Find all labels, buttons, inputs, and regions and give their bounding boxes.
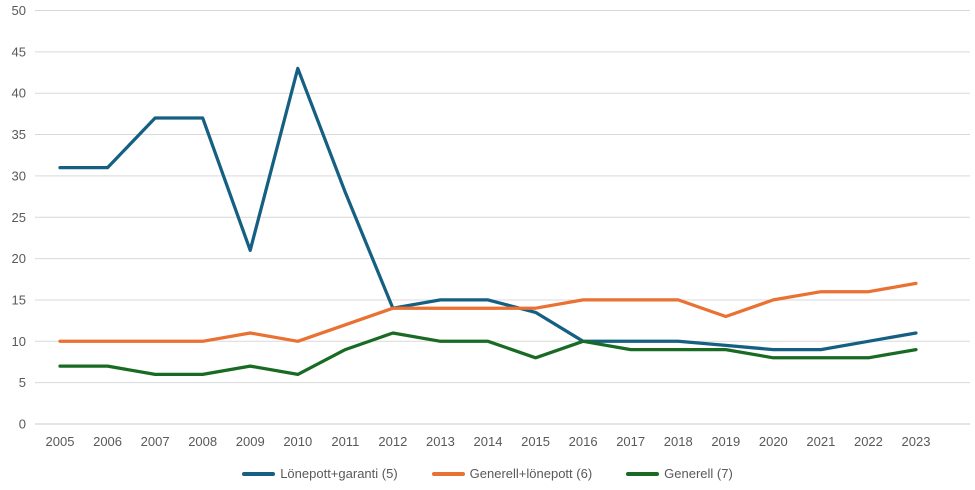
legend-label: Generell+lönepott (6) (469, 466, 593, 481)
y-axis-tick-label: 40 (12, 86, 26, 101)
x-axis-tick-label: 2021 (806, 434, 835, 449)
y-axis-tick-label: 45 (12, 44, 26, 59)
x-axis-tick-label: 2005 (46, 434, 75, 449)
legend-line-swatch (431, 471, 465, 476)
series-line (58, 281, 918, 343)
x-axis-tick-label: 2009 (236, 434, 265, 449)
x-axis-tick-label: 2016 (569, 434, 598, 449)
plot-area: 0 5 10 15 20 25 30 35 40 45 50 2005 2006 2007 2008 2009… (12, 3, 970, 449)
y-axis-tick-label: 10 (12, 334, 26, 349)
y-axis-tick-label: 30 (12, 168, 26, 183)
x-axis-tick-label: 2010 (283, 434, 312, 449)
x-axis-tick-label: 2006 (93, 434, 122, 449)
x-axis-tick-label: 2007 (141, 434, 170, 449)
x-axis-tick-label: 2012 (378, 434, 407, 449)
series-line (58, 331, 918, 377)
x-axis-tick-label: 2014 (474, 434, 503, 449)
legend-item: Lönepott+garanti (5) (242, 466, 398, 481)
y-axis-tick-label: 0 (19, 417, 26, 432)
legend-item: Generell (7) (626, 466, 733, 481)
y-axis-tick-label: 35 (12, 127, 26, 142)
legend-line-swatch (626, 471, 660, 476)
x-axis-tick-label: 2019 (711, 434, 740, 449)
y-axis-tick-label: 5 (19, 375, 26, 390)
x-axis-tick-label: 2015 (521, 434, 550, 449)
x-axis-tick-label: 2018 (664, 434, 693, 449)
legend-item: Generell+lönepott (6) (431, 466, 593, 481)
x-axis-tick-label: 2008 (188, 434, 217, 449)
legend-label: Lönepott+garanti (5) (280, 466, 398, 481)
x-axis-tick-label: 2023 (902, 434, 931, 449)
x-axis-tick-label: 2022 (854, 434, 883, 449)
series-line (58, 66, 918, 352)
y-axis-tick-label: 15 (12, 292, 26, 307)
legend-label: Generell (7) (664, 466, 733, 481)
x-axis-tick-label: 2011 (331, 434, 359, 449)
y-axis-tick-label: 20 (12, 251, 26, 266)
legend-line-swatch (242, 471, 276, 476)
y-axis-tick-label: 25 (12, 210, 26, 225)
x-axis-tick-label: 2017 (616, 434, 645, 449)
y-axis-tick-label: 50 (12, 3, 26, 18)
x-axis-tick-label: 2020 (759, 434, 788, 449)
x-axis-tick-label: 2013 (426, 434, 455, 449)
legend: Lönepott+garanti (5) Generell+lönepott (6… (0, 466, 975, 481)
